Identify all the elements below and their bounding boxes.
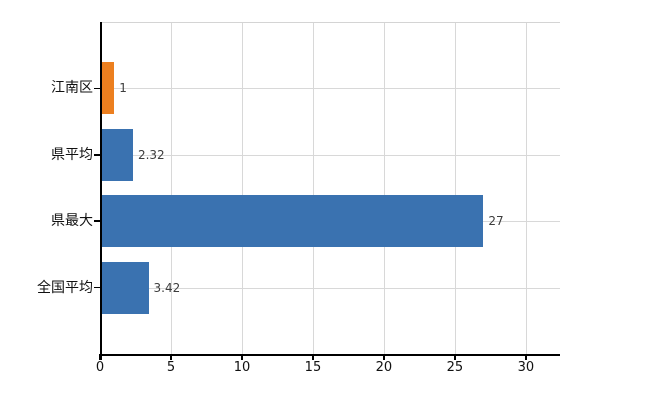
x-tick-mark xyxy=(525,354,527,360)
x-tick-mark xyxy=(170,354,172,360)
x-tick-mark xyxy=(312,354,314,360)
x-tick-label: 25 xyxy=(446,360,464,375)
bar-江南区 xyxy=(100,62,115,115)
bar-value-label: 27 xyxy=(488,214,504,229)
category-label: 全国平均 xyxy=(37,279,93,296)
vertical-gridline xyxy=(170,22,172,354)
vertical-gridline xyxy=(383,22,385,354)
x-tick-label: 20 xyxy=(375,360,393,375)
bar-全国平均 xyxy=(100,261,149,314)
bar-県最大 xyxy=(100,195,484,248)
x-tick-mark xyxy=(383,354,385,360)
bar-value-label: 2.32 xyxy=(137,147,165,162)
x-tick-mark xyxy=(454,354,456,360)
category-label: 県平均 xyxy=(51,146,93,163)
category-label: 県最大 xyxy=(51,213,93,230)
top-spine xyxy=(100,22,560,23)
vertical-gridline xyxy=(454,22,456,354)
x-tick-label: 30 xyxy=(517,360,535,375)
vertical-gridline xyxy=(312,22,314,354)
x-tick-mark xyxy=(99,354,101,360)
y-tick-mark xyxy=(94,286,101,289)
x-tick-label: 15 xyxy=(304,360,322,375)
horizontal-gridline xyxy=(100,287,560,289)
x-axis-spine xyxy=(100,354,560,356)
bar-value-label: 1 xyxy=(119,81,127,96)
plot-area: 1 2.32 27 3.42 xyxy=(100,22,560,354)
horizontal-gridline xyxy=(100,88,560,90)
bar-value-label: 3.42 xyxy=(153,280,181,295)
vertical-gridline xyxy=(241,22,243,354)
category-label: 江南区 xyxy=(51,80,93,97)
horizontal-gridline xyxy=(100,154,560,156)
y-tick-mark xyxy=(94,220,101,222)
x-tick-label: 10 xyxy=(233,360,251,375)
vertical-gridline xyxy=(525,22,527,354)
y-tick-mark xyxy=(94,87,101,90)
x-tick-mark xyxy=(241,354,243,360)
y-tick-mark xyxy=(94,154,101,156)
x-tick-label: 0 xyxy=(95,360,105,375)
y-axis-spine xyxy=(100,22,102,360)
bar-県平均 xyxy=(100,128,133,181)
x-tick-label: 5 xyxy=(166,360,176,375)
